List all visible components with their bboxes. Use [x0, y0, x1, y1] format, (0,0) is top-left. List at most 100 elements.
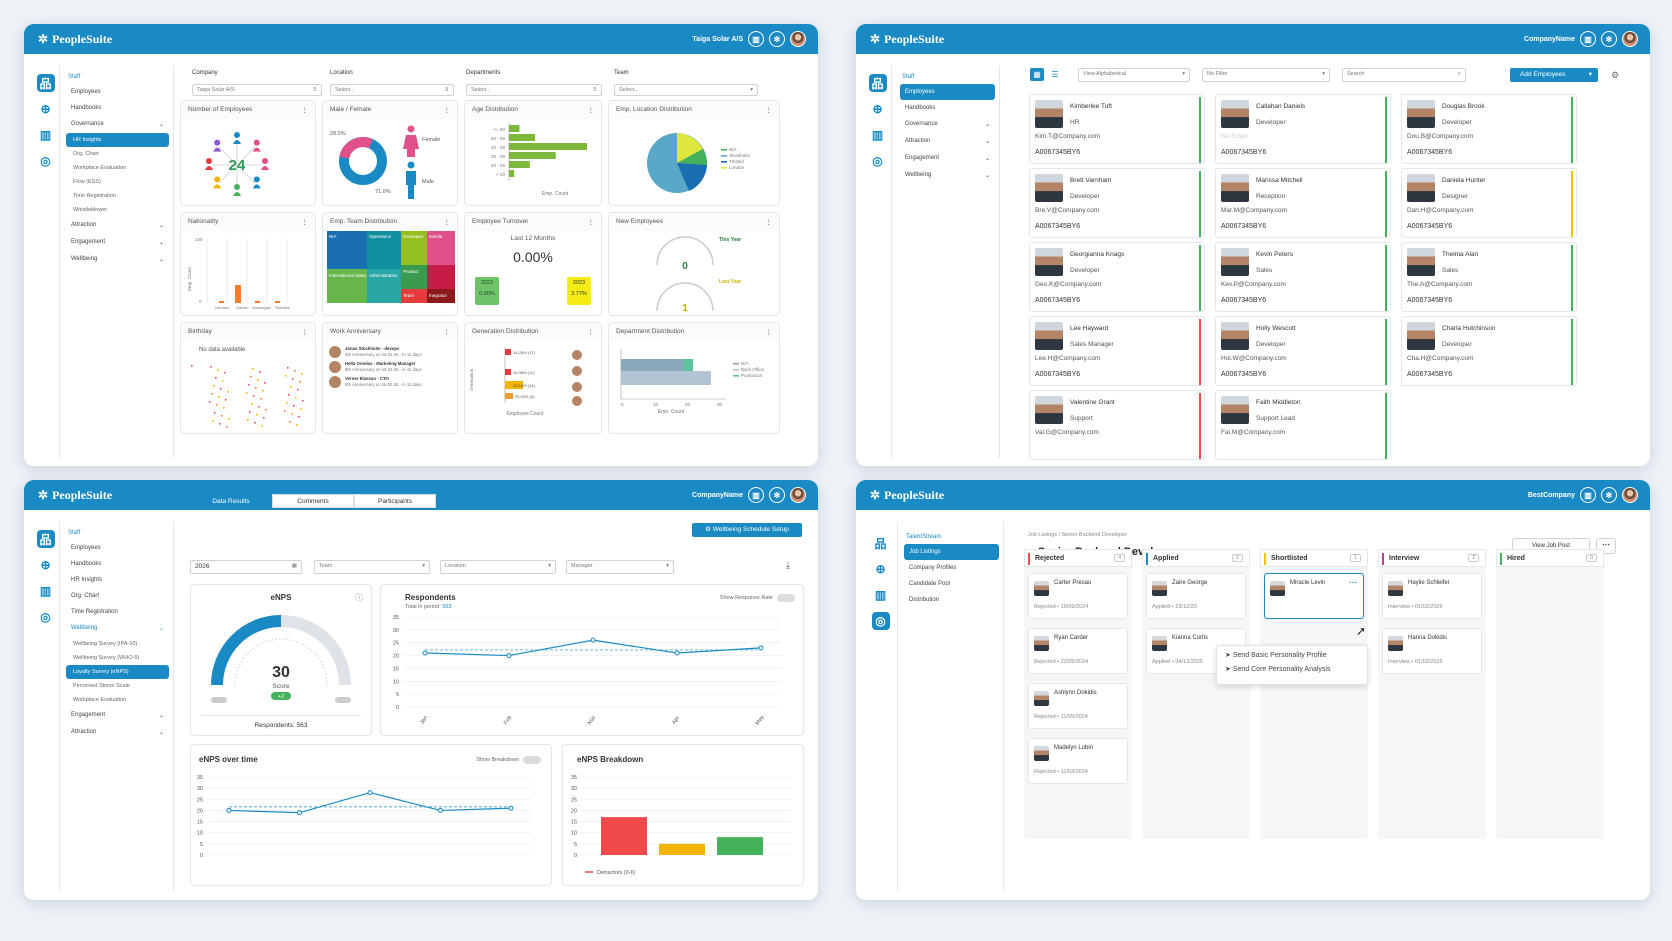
employee-card[interactable]: Charla Hutchinson Developer Cha.H@Company.… — [1401, 316, 1577, 386]
avatar[interactable] — [790, 31, 806, 47]
sidebar-item-wellbeing-survey-who-5-[interactable]: Wellbeing Survey (WHO-5) — [73, 655, 140, 661]
sidebar-item-handbooks[interactable]: Handbooks — [71, 105, 102, 111]
employee-email[interactable]: Lee.H@Company.com — [1035, 355, 1101, 362]
response-rate-toggle[interactable] — [777, 594, 795, 602]
info-icon[interactable]: ⓘ — [355, 593, 363, 602]
sidebar-item-loyalty-survey-enps-[interactable]: Loyalty Survey (eNPS) — [66, 665, 169, 679]
sidebar-item-employees[interactable]: Employees — [900, 84, 995, 100]
employee-email[interactable]: Dan.H@Company.com — [1407, 207, 1474, 214]
departments-select[interactable]: Select.. ⇕ — [466, 84, 602, 96]
add-employees-button[interactable]: Add Employees ▾ — [1510, 68, 1598, 82]
employee-email[interactable]: No Email — [1221, 133, 1248, 140]
download-icon[interactable]: ⤓ — [786, 560, 790, 570]
employee-email[interactable]: Hol.W@Company.com — [1221, 355, 1287, 362]
employee-card[interactable]: Georgianna Knags Developer Geo.K@Company.c… — [1029, 242, 1205, 312]
building-icon[interactable]: ▥ — [871, 128, 884, 142]
employee-email[interactable]: Kim.T@Company.com — [1035, 133, 1100, 140]
candidate-card[interactable]: Miracle Levin ⋯ — [1264, 573, 1364, 619]
employee-card[interactable]: Douglas Brook Developer Dou.B@Company.com A… — [1401, 94, 1577, 164]
settings-icon[interactable]: ✻ — [769, 31, 785, 47]
company-select[interactable]: Taiga Solar A/S ⇕ — [192, 84, 322, 96]
sidebar-item-distribution[interactable]: Distribution — [909, 597, 940, 603]
sidebar-item-workplace-evaluation[interactable]: Workplace Evaluation — [73, 697, 127, 703]
year-select[interactable]: 2026 ▦ — [190, 560, 302, 574]
employee-email[interactable]: Geo.K@Company.com — [1035, 281, 1102, 288]
column-header[interactable]: Rejected 4 — [1024, 549, 1132, 567]
column-header[interactable]: Hired 0 — [1496, 549, 1604, 567]
sidebar-item-time-registration[interactable]: Time Registration — [71, 609, 118, 615]
more-icon[interactable]: ⋮ — [443, 107, 451, 114]
org-icon[interactable]: 品 — [36, 530, 55, 548]
employee-card[interactable]: Callahan Daniels Developer No Email A006734… — [1215, 94, 1391, 164]
target-icon[interactable]: ◎ — [872, 154, 883, 168]
book-icon[interactable]: ▥ — [1580, 31, 1596, 47]
more-icon[interactable]: ⋮ — [443, 329, 451, 336]
menu-item-core-analysis[interactable]: ➤ Send Core Personality Analysis — [1225, 666, 1331, 673]
candidate-card[interactable]: Hanna Dokidis Interview • 01/02/2026 — [1382, 628, 1482, 674]
tab-comments[interactable]: Comments — [272, 494, 354, 508]
employee-email[interactable]: Val.G@Company.com — [1035, 429, 1099, 436]
grid-view-icon[interactable]: ▦ — [1030, 68, 1044, 81]
employee-card[interactable]: Lee Hayward Sales Manager Lee.H@Company.co… — [1029, 316, 1205, 386]
more-icon[interactable]: ⋮ — [443, 219, 451, 226]
more-icon[interactable]: ⋯ — [1349, 578, 1357, 587]
employee-card[interactable]: Daniela Hunter Designer Dan.H@Company.com A… — [1401, 168, 1577, 238]
employee-card[interactable]: Brett Varnham Developer Bre.V@Company.com A… — [1029, 168, 1205, 238]
filter-select[interactable]: No Filter ▾ — [1202, 68, 1330, 82]
sidebar-item-engagement[interactable]: Engagement ⌄ — [71, 239, 164, 246]
more-icon[interactable]: ⋮ — [765, 219, 773, 226]
employee-card[interactable]: Marissa Mitchell Reception Mar.M@Company.c… — [1215, 168, 1391, 238]
more-icon[interactable]: ⋮ — [765, 329, 773, 336]
candidate-card[interactable]: Haylie Schleifer Interview • 01/02/2026 — [1382, 573, 1482, 619]
book-icon[interactable]: ▥ — [1580, 487, 1596, 503]
sidebar-item-engagement[interactable]: Engagement ⌄ — [905, 155, 990, 162]
more-icon[interactable]: ⋮ — [301, 107, 309, 114]
sidebar-item-hr-insights[interactable]: HR Insights — [71, 577, 103, 583]
schedule-setup-button[interactable]: ⚙ Wellbeing Schedule Setup — [692, 523, 802, 537]
book-icon[interactable]: ▥ — [748, 31, 764, 47]
search-input[interactable]: Search ⌕ — [1342, 68, 1466, 82]
sidebar-item-wellbeing[interactable]: Wellbeing ⌄ — [71, 625, 164, 632]
logo[interactable]: ✲ PeopleSuite — [38, 487, 113, 502]
candidate-card[interactable]: Carter Presau Rejected • 16/09/2024 — [1028, 573, 1128, 619]
org-icon[interactable]: 品 — [36, 74, 55, 92]
candidate-card[interactable]: Ashlynn Dokidis Rejected • 11/05/2024 — [1028, 683, 1128, 729]
sidebar-item-employees[interactable]: Employees — [71, 545, 101, 551]
sidebar-item-flow-ess-[interactable]: Flow (ESS) — [73, 179, 101, 185]
employee-card[interactable]: Thelma Alan Sales The.A@Company.com A006734… — [1401, 242, 1577, 312]
team-select[interactable]: Select.. ▾ — [614, 84, 758, 96]
employee-card[interactable]: Holly Wescott Developer Hol.W@Company.com A… — [1215, 316, 1391, 386]
breakdown-toggle[interactable] — [523, 756, 541, 764]
employee-email[interactable]: Kev.P@Company.com — [1221, 281, 1286, 288]
candidate-card[interactable]: Zaire George Applied • 23/12/20 — [1146, 573, 1246, 619]
employee-card[interactable]: Kimberlee Tuft HR Kim.T@Company.com A006734… — [1029, 94, 1205, 164]
team-select[interactable]: Team ▾ — [314, 560, 430, 574]
more-options-icon[interactable]: ⋯ — [1596, 538, 1616, 554]
sidebar-item-company-profiles[interactable]: Company Profiles — [909, 565, 957, 571]
building-icon[interactable]: ▥ — [39, 128, 52, 142]
globe-icon[interactable]: ⊕ — [40, 558, 51, 572]
avatar[interactable] — [1622, 31, 1638, 47]
target-icon[interactable]: ◎ — [40, 610, 51, 624]
employee-email[interactable]: Fai.M@Company.com — [1221, 429, 1286, 436]
candidate-card[interactable]: Madelyn Lubin Rejected • 11/03/2024 — [1028, 738, 1128, 784]
sidebar-item-attraction[interactable]: Attraction ⌄ — [905, 138, 990, 145]
employee-card[interactable]: Kevin Peters Sales Kev.P@Company.com A00673… — [1215, 242, 1391, 312]
sidebar-item-workplace-evaluation[interactable]: Workplace Evaluation — [73, 165, 127, 171]
more-icon[interactable]: ⋮ — [301, 329, 309, 336]
sidebar-item-org-chart[interactable]: Org. Chart — [73, 151, 99, 157]
tab-participants[interactable]: Participants — [354, 494, 436, 508]
globe-icon[interactable]: ⊕ — [872, 102, 883, 116]
more-icon[interactable]: ⋮ — [587, 329, 595, 336]
more-icon[interactable]: ⋮ — [301, 219, 309, 226]
sidebar-item-handbooks[interactable]: Handbooks — [905, 105, 936, 111]
sidebar-item-hr-insights[interactable]: HR Insights — [66, 133, 169, 147]
sidebar-item-perceived-stress-scale[interactable]: Perceived Stress Scale — [73, 683, 130, 689]
org-icon[interactable]: 品 — [868, 74, 887, 92]
more-icon[interactable]: ⋮ — [587, 219, 595, 226]
manager-select[interactable]: Manager ▾ — [566, 560, 674, 574]
menu-item-basic-profile[interactable]: ➤ Send Basic Personality Profile — [1225, 652, 1327, 659]
logo[interactable]: ✲ PeopleSuite — [870, 487, 945, 502]
column-header[interactable]: Interview 2 — [1378, 549, 1486, 567]
sidebar-item-wellbeing[interactable]: Wellbeing ⌄ — [71, 256, 164, 263]
